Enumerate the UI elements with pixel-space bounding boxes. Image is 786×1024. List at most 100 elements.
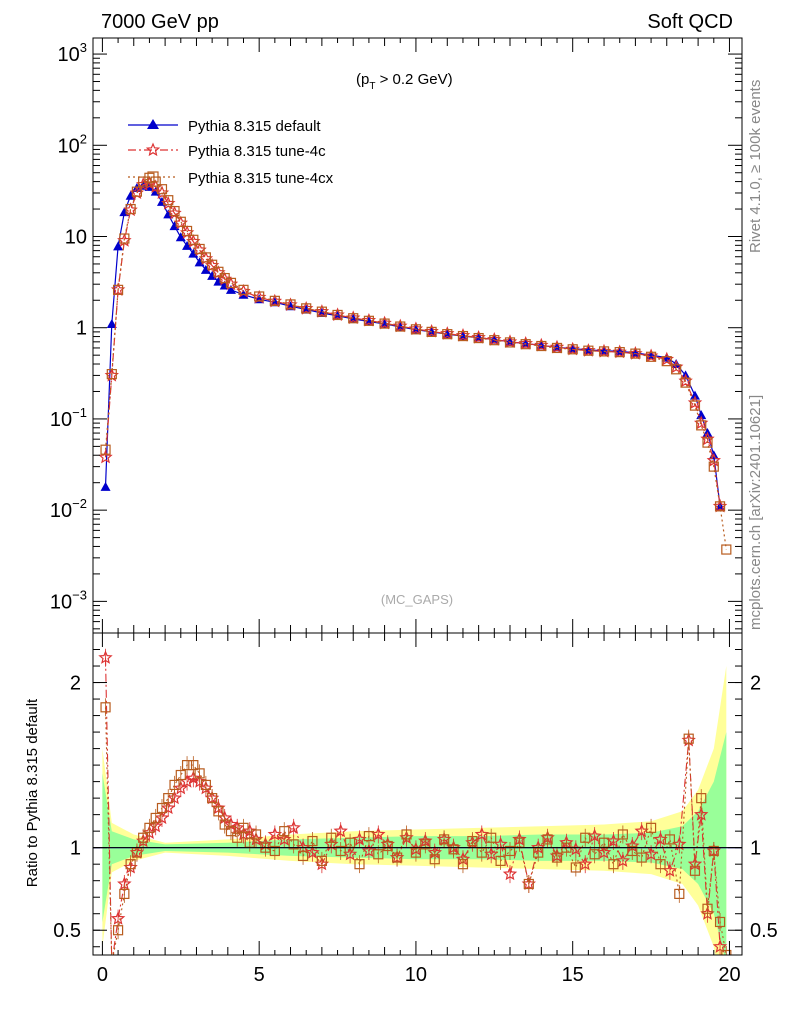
data-point-13 xyxy=(181,760,193,771)
data-point-27 xyxy=(279,826,290,837)
data-point-35 xyxy=(457,330,469,342)
data-point-0 xyxy=(98,449,113,464)
data-point-53 xyxy=(702,437,713,448)
data-point-51 xyxy=(689,390,700,400)
data-point-23 xyxy=(269,295,280,306)
data-point-22 xyxy=(254,291,265,302)
data-point-51 xyxy=(504,845,516,857)
data-point-32 xyxy=(410,324,422,335)
data-point-74 xyxy=(708,845,719,857)
legend-label-tune4cx: Pythia 8.315 tune-4cx xyxy=(188,170,334,187)
data-point-34 xyxy=(442,329,453,340)
data-point-33 xyxy=(426,326,437,337)
data-point-10 xyxy=(163,195,174,206)
data-point-27 xyxy=(332,309,343,321)
legend-entry-tune4c: Pythia 8.315 tune-4c xyxy=(128,142,326,160)
data-point-21 xyxy=(232,832,243,843)
data-point-17 xyxy=(207,259,218,270)
x-tick-label: 5 xyxy=(254,964,265,986)
data-point-4 xyxy=(125,203,136,215)
data-point-12 xyxy=(175,769,186,781)
data-point-42 xyxy=(567,344,578,355)
data-point-21 xyxy=(238,284,249,295)
data-point-51 xyxy=(502,866,518,881)
data-point-58 xyxy=(570,862,581,873)
data-point-0 xyxy=(100,702,111,713)
data-point-56 xyxy=(721,544,732,555)
series-line xyxy=(104,185,721,507)
data-point-29 xyxy=(297,850,309,862)
data-point-51 xyxy=(689,400,701,411)
series-line xyxy=(104,177,727,550)
data-point-50 xyxy=(495,855,506,866)
data-point-41 xyxy=(551,342,563,354)
data-point-13 xyxy=(181,225,193,237)
data-point-10 xyxy=(163,793,174,804)
square-marker-icon xyxy=(147,171,159,183)
data-point-32 xyxy=(326,832,337,843)
data-point-48 xyxy=(474,826,490,841)
data-point-11 xyxy=(169,779,180,791)
legend-label-tune4c: Pythia 8.315 tune-4c xyxy=(188,143,326,160)
rivet-label: Rivet 4.1.0, ≥ 100k events xyxy=(747,80,764,253)
data-point-24 xyxy=(285,299,296,310)
data-point-5 xyxy=(131,186,142,197)
ratio-y-tick-label-right: 1 xyxy=(750,838,761,860)
data-point-63 xyxy=(615,853,631,867)
data-point-48 xyxy=(661,356,672,367)
data-point-3 xyxy=(119,233,130,244)
y-tick-label: 10−2 xyxy=(50,496,87,522)
data-point-46 xyxy=(630,348,641,359)
data-point-29 xyxy=(363,315,375,326)
x-tick-label: 20 xyxy=(718,964,740,986)
legend-entry-tune4cx: Pythia 8.315 tune-4cx xyxy=(128,170,334,187)
data-point-39 xyxy=(520,339,531,350)
data-point-53 xyxy=(523,878,534,890)
ratio-ylabel: Ratio to Pythia 8.315 default xyxy=(24,698,41,887)
ratio-frame xyxy=(92,632,743,956)
data-point-39 xyxy=(392,852,403,863)
data-point-4 xyxy=(125,859,136,870)
data-point-55 xyxy=(542,834,553,845)
ratio-panel: 0.5 0.51 12 20 5 10 15 20 xyxy=(53,632,778,986)
header-right: Soft QCD xyxy=(647,11,733,33)
watermark-label: (MC_GAPS) xyxy=(381,592,453,607)
data-point-59 xyxy=(580,832,591,843)
data-point-9 xyxy=(156,184,168,195)
data-point-16 xyxy=(200,252,211,263)
data-point-45 xyxy=(448,844,459,855)
data-point-43 xyxy=(429,854,440,865)
data-point-54 xyxy=(708,461,719,472)
data-point-75 xyxy=(714,916,726,928)
data-point-49 xyxy=(671,364,682,375)
data-point-46 xyxy=(457,859,469,870)
data-point-3 xyxy=(119,888,130,900)
data-point-63 xyxy=(617,829,628,840)
y-tick-label: 10 xyxy=(65,226,87,248)
data-point-50 xyxy=(680,377,691,388)
star-marker-icon xyxy=(145,142,161,157)
data-point-15 xyxy=(194,768,205,779)
data-point-11 xyxy=(167,790,182,805)
data-point-31 xyxy=(316,855,327,866)
data-point-11 xyxy=(169,205,180,217)
data-point-37 xyxy=(489,335,500,346)
data-point-17 xyxy=(207,793,218,804)
data-point-8 xyxy=(150,812,161,824)
data-point-20 xyxy=(225,284,236,294)
data-point-44 xyxy=(598,346,610,357)
data-point-6 xyxy=(138,832,149,843)
data-point-36 xyxy=(473,332,484,344)
x-tick-label: 15 xyxy=(562,964,584,986)
data-point-0 xyxy=(100,444,111,455)
triangle-marker-icon xyxy=(147,119,159,129)
data-point-38 xyxy=(382,840,393,852)
data-point-37 xyxy=(373,849,384,860)
y-tick-label: 10−3 xyxy=(50,587,87,613)
main-series-layer xyxy=(98,172,732,555)
data-point-55 xyxy=(714,501,726,512)
ratio-y-tick-label-right: 0.5 xyxy=(750,920,778,942)
legend: Pythia 8.315 default Pythia 8.315 tune-4… xyxy=(128,118,334,187)
